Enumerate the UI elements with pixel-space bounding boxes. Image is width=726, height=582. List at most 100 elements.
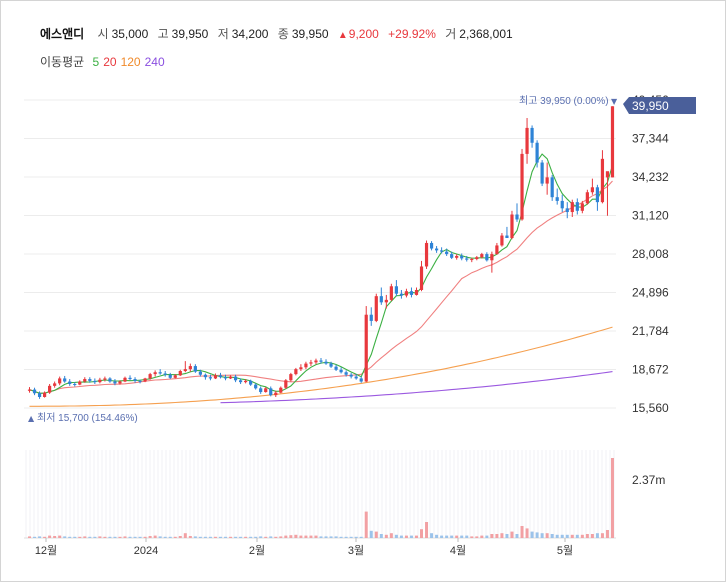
- candle-body: [490, 254, 494, 261]
- volume-label: 거: [445, 27, 457, 41]
- ma-legend-120: 120: [120, 55, 141, 69]
- volume-bar: [354, 536, 358, 538]
- volume-bar: [339, 536, 343, 538]
- volume-bar: [78, 536, 82, 538]
- candle: [254, 383, 258, 390]
- candle: [244, 379, 248, 384]
- candle: [274, 390, 278, 397]
- volume-bar: [414, 535, 418, 538]
- ma-legend-240: 240: [144, 55, 165, 69]
- x-tick-label: 2024: [134, 545, 158, 557]
- candle-body: [324, 361, 328, 364]
- x-tick-label: 2월: [249, 544, 265, 557]
- volume-bar: [53, 536, 57, 538]
- candle-body: [570, 202, 574, 213]
- candle-body: [414, 289, 419, 295]
- candle-body: [429, 242, 434, 249]
- volume-bar: [440, 535, 444, 538]
- candle: [238, 378, 243, 384]
- candle-body: [198, 371, 202, 375]
- candle-body: [354, 376, 358, 379]
- volume-bar: [224, 536, 228, 538]
- candle-body: [590, 187, 594, 193]
- volume-bar: [259, 536, 263, 538]
- candle-body: [83, 379, 87, 382]
- candle: [535, 140, 539, 168]
- candle: [344, 370, 348, 377]
- candle: [434, 246, 439, 253]
- candle-body: [244, 380, 248, 383]
- volume-bar: [198, 536, 202, 538]
- candle-body: [595, 187, 600, 203]
- candle: [455, 254, 459, 260]
- candle-body: [133, 379, 137, 381]
- candle: [98, 377, 102, 384]
- candle-body: [188, 366, 192, 370]
- x-tick-label: 12월: [35, 544, 57, 557]
- candle-body: [53, 383, 57, 386]
- candle-body: [299, 367, 303, 370]
- candle-body: [379, 296, 383, 303]
- candle-body: [254, 384, 258, 389]
- candle-body: [27, 389, 32, 391]
- candle-body: [304, 363, 308, 368]
- volume-bar: [480, 535, 484, 538]
- candle-body: [585, 192, 589, 204]
- volume-bar: [234, 536, 238, 538]
- volume-bar: [555, 534, 559, 538]
- volume-bar: [530, 531, 534, 538]
- volume-bar: [309, 535, 313, 538]
- volume-bar: [113, 536, 117, 538]
- candle: [595, 184, 600, 211]
- volume-bar: [389, 533, 393, 538]
- candle: [575, 198, 579, 215]
- candle-body: [173, 375, 177, 378]
- candle-body: [600, 158, 605, 203]
- volume-bar: [208, 536, 212, 538]
- candle-body: [98, 379, 102, 383]
- volume-bar: [535, 532, 539, 538]
- volume-bar: [103, 536, 107, 538]
- volume-bar: [98, 536, 102, 538]
- candle: [384, 294, 388, 309]
- x-tick-label: 3월: [348, 544, 364, 557]
- candle-body: [63, 378, 67, 382]
- candle-body: [560, 200, 564, 209]
- volume-bar: [404, 535, 408, 538]
- min-marker-icon: ▲: [28, 414, 35, 423]
- candle: [610, 106, 615, 178]
- candle: [294, 367, 298, 376]
- candle: [495, 242, 499, 255]
- candle: [339, 367, 343, 374]
- candle-body: [465, 258, 469, 260]
- candle: [460, 253, 464, 261]
- candle-body: [565, 208, 569, 213]
- candle: [213, 373, 218, 380]
- volume-bar: [455, 535, 459, 538]
- candle-body: [88, 379, 92, 381]
- candle: [228, 375, 233, 380]
- candle-body: [238, 380, 243, 383]
- candle-body: [555, 197, 559, 201]
- candle: [500, 233, 504, 247]
- candle-body: [264, 388, 268, 393]
- candle: [359, 376, 363, 383]
- candle-body: [525, 127, 529, 154]
- volume-bar: [495, 534, 499, 538]
- candle-body: [128, 377, 132, 380]
- volume-bar: [173, 536, 177, 538]
- candle-body: [515, 214, 519, 220]
- candle-body: [319, 360, 323, 362]
- candle: [590, 178, 594, 195]
- close-label: 종: [277, 27, 289, 41]
- volume-bar: [324, 536, 328, 538]
- volume-bar: [229, 536, 233, 538]
- low-label: 저: [217, 27, 229, 41]
- volume-bar: [510, 531, 514, 538]
- volume-bar: [93, 536, 97, 538]
- volume-bar: [565, 534, 569, 538]
- volume-bar: [68, 536, 72, 538]
- candle: [128, 375, 132, 381]
